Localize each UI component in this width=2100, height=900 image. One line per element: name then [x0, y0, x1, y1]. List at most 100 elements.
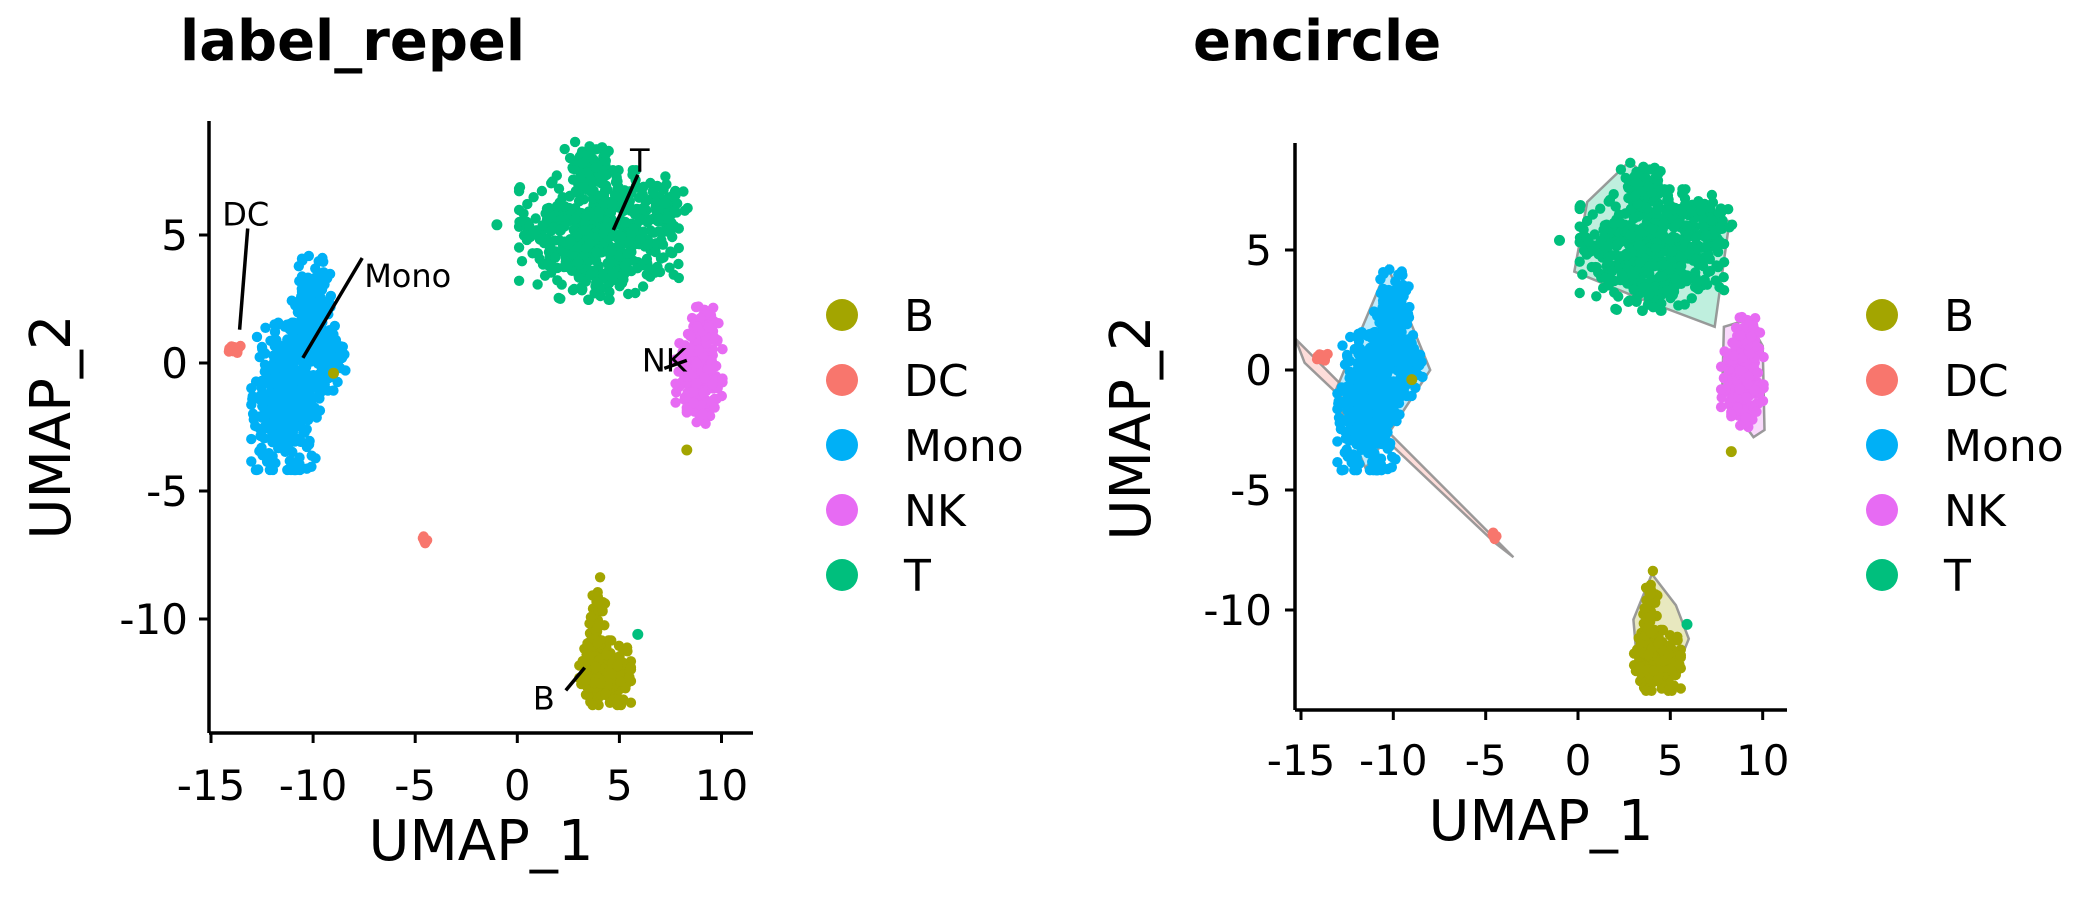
data-point	[1352, 371, 1363, 382]
data-point	[1358, 434, 1369, 446]
data-point	[417, 533, 429, 544]
data-point	[1734, 365, 1746, 376]
data-point	[592, 622, 603, 633]
data-point	[1581, 215, 1593, 227]
legend: B DC Mono NK T	[826, 291, 1024, 602]
data-point	[284, 455, 295, 467]
legend-label: NK	[904, 486, 967, 537]
label-leader-line	[237, 228, 250, 330]
y-tick-label: 0	[1245, 346, 1272, 395]
data-point	[301, 424, 312, 435]
data-point	[1657, 655, 1669, 667]
data-point	[1628, 648, 1640, 659]
y-tick-label: 5	[1245, 226, 1272, 275]
data-point	[621, 642, 633, 653]
data-point	[681, 405, 693, 416]
data-point	[248, 414, 259, 425]
data-point	[1400, 285, 1412, 296]
data-point	[1712, 237, 1723, 248]
data-point	[575, 172, 586, 183]
data-point	[1690, 267, 1701, 278]
data-point	[1692, 276, 1703, 287]
data-point	[1663, 685, 1674, 696]
data-point	[544, 242, 556, 253]
data-point	[322, 273, 333, 284]
data-point	[1377, 358, 1388, 369]
legend-item-mono: Mono	[826, 421, 1024, 472]
data-point	[591, 277, 602, 288]
data-point	[1365, 352, 1376, 363]
points-layer	[223, 136, 728, 711]
data-point	[574, 660, 585, 671]
data-point	[1735, 330, 1746, 341]
legend-key	[826, 494, 858, 526]
data-point	[1645, 588, 1657, 600]
data-point	[1752, 367, 1764, 378]
data-point	[301, 295, 312, 306]
data-point	[1674, 659, 1685, 670]
data-point	[1611, 239, 1623, 250]
data-point	[1377, 438, 1388, 449]
data-point	[664, 262, 675, 273]
legend-label: T	[903, 551, 931, 602]
data-point	[651, 205, 662, 217]
data-point	[1615, 217, 1626, 229]
data-point	[631, 203, 643, 215]
data-point	[282, 394, 293, 406]
data-point	[257, 343, 268, 355]
data-point	[1382, 427, 1393, 438]
data-point	[1350, 383, 1362, 395]
data-point	[592, 596, 604, 607]
data-point	[1715, 401, 1727, 413]
data-point	[550, 252, 561, 263]
data-point	[635, 234, 646, 245]
data-point	[1691, 253, 1702, 265]
data-point	[632, 263, 643, 274]
data-point	[1656, 271, 1667, 282]
data-point	[304, 435, 315, 447]
data-point	[284, 425, 296, 437]
data-point	[299, 373, 310, 385]
legend-key	[1866, 299, 1898, 331]
legend-label: Mono	[1944, 421, 2064, 472]
data-point	[667, 248, 678, 259]
data-point	[1590, 261, 1601, 273]
data-point	[301, 280, 312, 291]
data-point	[310, 263, 321, 274]
data-point	[1595, 203, 1606, 214]
data-point	[595, 290, 606, 302]
data-point	[287, 413, 298, 424]
data-point	[1749, 384, 1760, 396]
data-point	[282, 363, 293, 374]
legend-item-t: T	[1866, 551, 1971, 602]
data-point	[1670, 232, 1681, 243]
data-point	[1413, 349, 1424, 360]
data-point	[565, 235, 576, 247]
x-tick-label: -10	[1359, 736, 1428, 785]
data-point	[323, 349, 334, 360]
data-point	[573, 272, 585, 283]
data-point	[1621, 250, 1632, 261]
data-point	[1712, 261, 1724, 273]
x-tick-label: -5	[1465, 736, 1507, 785]
data-point	[553, 183, 565, 194]
data-point	[326, 334, 337, 345]
cluster-labels: DC Mono T NK B	[222, 142, 688, 718]
data-point	[1714, 222, 1726, 233]
data-point	[1631, 295, 1642, 307]
data-point	[303, 250, 314, 262]
x-tick-label: 5	[606, 761, 633, 810]
data-point	[528, 192, 539, 203]
data-point	[1339, 447, 1351, 458]
data-point	[1401, 366, 1413, 377]
data-point	[644, 263, 655, 274]
data-point	[670, 397, 681, 408]
data-point	[601, 649, 612, 661]
data-point	[1667, 283, 1679, 294]
data-point	[1741, 392, 1752, 403]
x-tick-label: -15	[177, 761, 246, 810]
data-point	[1332, 436, 1343, 447]
data-point	[1627, 269, 1639, 281]
data-point	[513, 275, 525, 286]
